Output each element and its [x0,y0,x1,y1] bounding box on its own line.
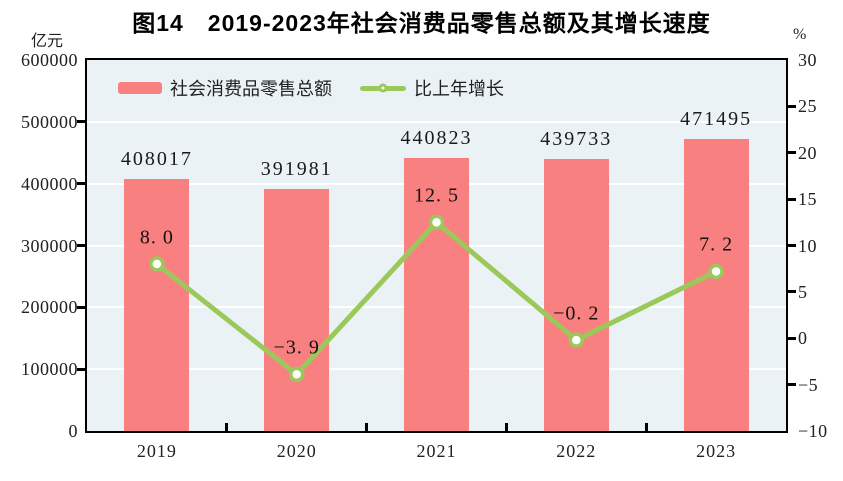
left-axis-tick [77,244,85,247]
x-axis-tick [365,423,369,433]
legend-label-bar: 社会消费品零售总额 [170,79,332,99]
line-series [149,214,724,383]
right-axis-tick-label: 10 [798,235,817,256]
legend-item-bar: 社会消费品零售总额 [118,75,332,101]
x-axis-label: 2022 [556,441,597,461]
x-axis-tick [225,423,229,433]
plot-inner: 408017 391981 440823 439733 471495 8. 0 −3. 9… [87,60,786,431]
growth-value-label: −3. 9 [273,336,320,359]
data-point-marker [708,263,724,280]
left-axis-tick-label: 300000 [21,235,78,256]
x-axis-label: 2023 [696,441,737,461]
x-axis-label: 2020 [276,441,317,461]
left-axis-tick [77,182,85,186]
right-axis-tick-label: 0 [798,328,808,349]
growth-value-label: −0. 2 [553,302,600,325]
gridline [87,120,786,123]
legend-label-line: 比上年增长 [414,79,504,99]
bar-value-label: 408017 [120,147,193,170]
right-axis-tick [788,244,796,247]
right-axis-tick [788,104,796,108]
right-axis-tick [788,151,796,155]
growth-value-label: 8. 0 [139,226,174,249]
bar-value-label: 391981 [260,157,333,180]
x-axis-label: 2019 [136,441,177,461]
left-axis-tick [77,120,85,124]
left-axis-tick-label: 400000 [21,173,78,194]
bar-2023 [683,139,749,431]
plot-area: 408017 391981 440823 439733 471495 8. 0 −3. 9… [85,58,788,433]
right-axis-tick-label: 20 [798,142,817,163]
right-axis-tick-label: −10 [798,421,828,441]
legend: 社会消费品零售总额 比上年增长 [118,75,504,101]
bar-series: 408017 391981 440823 439733 471495 [87,60,786,431]
line-series-swatch [360,83,406,93]
left-axis-tick-label: 100000 [21,359,78,380]
left-axis-tick [77,367,85,371]
bar-2021 [404,158,469,431]
bar-2022 [543,159,609,431]
x-axis-label: 2021 [416,441,457,461]
bar-2020 [264,188,330,431]
x-axis-tick [644,423,648,433]
right-axis-tick [788,336,796,340]
growth-value-label: 12. 5 [414,184,459,207]
left-axis-tick-label: 600000 [21,50,78,70]
bar-series-swatch [118,82,162,94]
data-point-marker [568,332,585,348]
legend-item-line: 比上年增长 [360,75,504,101]
right-axis-tick [788,290,796,294]
right-axis-tick-label: 30 [798,50,817,70]
right-axis-tick-label: 15 [798,189,817,210]
right-axis-tick-label: 5 [798,281,808,302]
left-axis-tick-label: 200000 [21,297,78,318]
left-axis-tick-label: 500000 [21,111,78,132]
data-point-marker [288,366,305,383]
right-axis-tick-label: 25 [798,96,817,117]
bar-2019 [124,178,190,431]
line-value-labels: 8. 0 −3. 9 12. 5 −0. 2 7. 2 [87,60,786,431]
data-point-marker [428,214,445,231]
bar-value-label: 439733 [540,128,613,151]
data-point-marker [149,256,165,272]
bar-value-label: 471495 [680,108,753,131]
left-axis-tick [77,305,85,309]
bar-value-label: 440823 [400,127,473,150]
chart-title: 图14 2019-2023年社会消费品零售总额及其增长速度 [132,10,711,36]
right-axis-unit: % [793,26,807,43]
x-axis-tick [504,423,508,433]
line-marker-icon [378,83,388,93]
right-axis-tick [788,197,796,201]
left-axis-unit: 亿元 [31,33,64,50]
left-axis-tick-label: 0 [68,421,78,441]
growth-value-label: 7. 2 [699,233,734,256]
right-axis-tick-label: −5 [798,374,819,395]
right-axis-tick [788,383,796,387]
